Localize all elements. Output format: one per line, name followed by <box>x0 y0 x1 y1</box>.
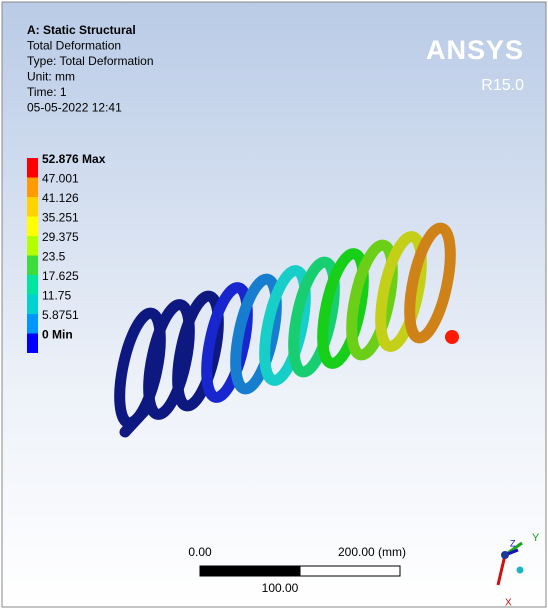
scale-end: 200.00 (mm) <box>338 545 406 559</box>
scale-start: 0.00 <box>188 545 212 559</box>
header-title: A: Static Structural <box>27 23 136 37</box>
legend-swatch <box>27 158 38 178</box>
header-line: Total Deformation <box>27 39 121 53</box>
legend-label: 11.75 <box>42 289 71 303</box>
legend-swatch <box>27 314 38 334</box>
legend-swatch <box>27 275 38 295</box>
legend-label: 35.251 <box>42 211 79 225</box>
legend-swatch <box>27 178 38 198</box>
scale-middle: 100.00 <box>262 581 299 595</box>
legend-label: 0 Min <box>42 328 73 342</box>
brand-version: R15.0 <box>481 77 524 94</box>
legend-swatch <box>27 334 38 354</box>
triad-z: Z <box>510 538 516 548</box>
legend-label: 52.876 Max <box>42 152 106 166</box>
legend-swatch <box>27 295 38 315</box>
legend-label: 17.625 <box>42 269 79 283</box>
legend-swatch <box>27 256 38 276</box>
triad-x: X <box>505 598 512 609</box>
legend-label: 47.001 <box>42 172 79 186</box>
legend-label: 5.8751 <box>42 308 79 322</box>
brand-name: ANSYS <box>426 35 524 65</box>
legend-swatch <box>27 236 38 256</box>
triad-y: Y <box>532 532 540 544</box>
legend-swatch <box>27 197 38 217</box>
legend-swatch <box>27 217 38 237</box>
header-line: Time: 1 <box>27 85 67 99</box>
scale-bar-white <box>300 566 400 576</box>
viewport: A: Static Structural Total DeformationTyp… <box>0 0 548 609</box>
header-line: Type: Total Deformation <box>27 54 154 68</box>
header-line: 05-05-2022 12:41 <box>27 101 122 115</box>
header-line: Unit: mm <box>27 70 75 84</box>
legend-label: 23.5 <box>42 250 66 264</box>
spring-end <box>445 330 459 344</box>
scale-bar-black <box>200 566 300 576</box>
legend-label: 41.126 <box>42 191 79 205</box>
legend-label: 29.375 <box>42 230 79 244</box>
